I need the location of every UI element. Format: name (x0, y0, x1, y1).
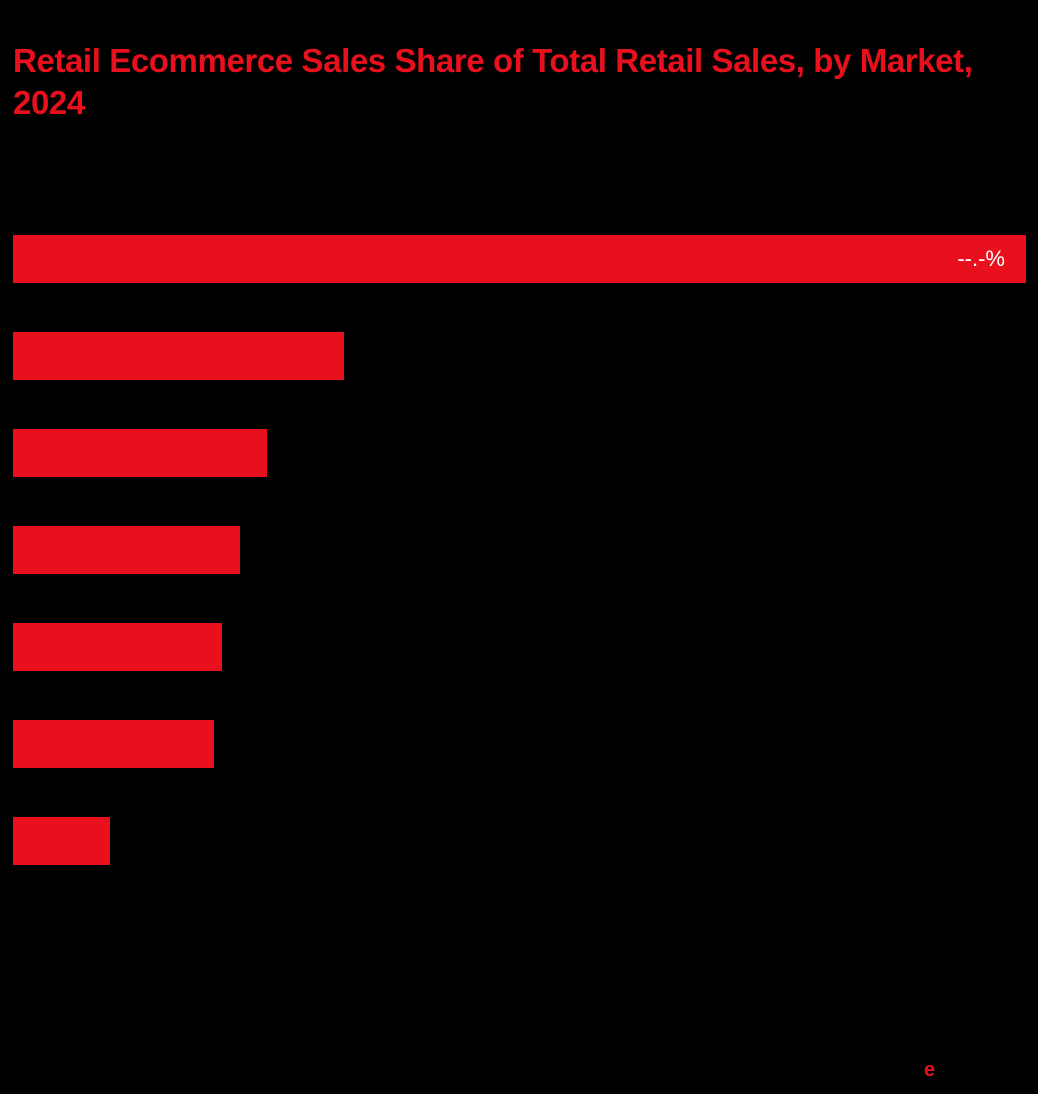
bar-row (13, 817, 1026, 865)
bar (13, 235, 1026, 283)
bar-chart: --.-% (13, 235, 1026, 865)
bar-row: --.-% (13, 235, 1026, 283)
bar (13, 623, 222, 671)
bar-row (13, 720, 1026, 768)
bar (13, 429, 267, 477)
bar (13, 332, 344, 380)
bar-row (13, 429, 1026, 477)
brand-logo-icon: e (924, 1059, 936, 1081)
bar (13, 817, 110, 865)
bar (13, 526, 240, 574)
bar-row (13, 526, 1026, 574)
bar-value-label: --.-% (957, 246, 1005, 271)
bar-row (13, 623, 1026, 671)
bar (13, 720, 214, 768)
bar-row (13, 332, 1026, 380)
chart-title: Retail Ecommerce Sales Share of Total Re… (13, 42, 973, 121)
